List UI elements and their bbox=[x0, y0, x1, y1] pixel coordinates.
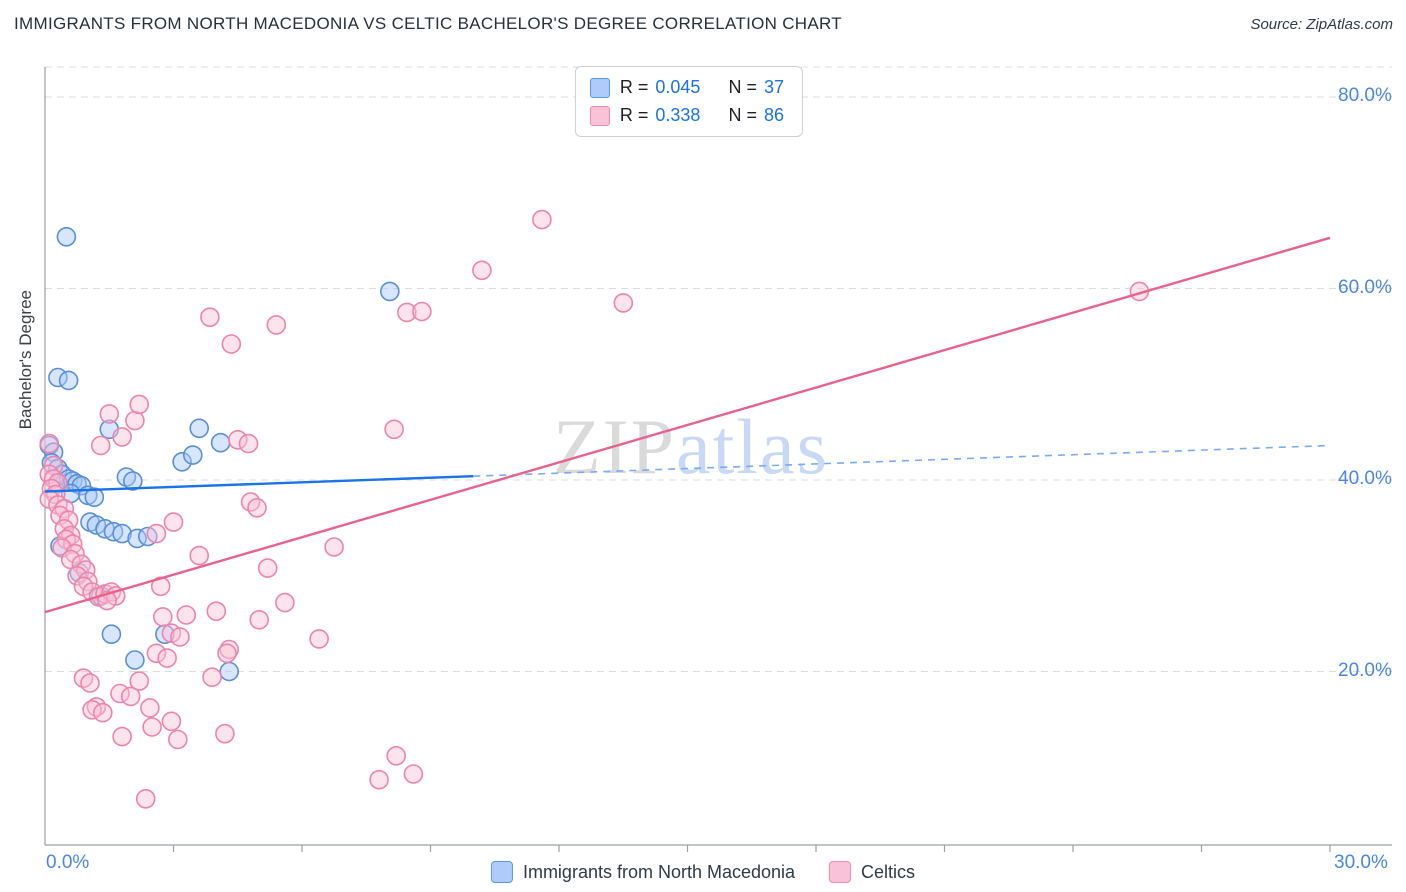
point-celtics bbox=[202, 667, 222, 688]
celtics-trend bbox=[44, 236, 1331, 614]
n-value: 37 bbox=[763, 77, 784, 97]
point-macedonia bbox=[379, 281, 400, 302]
point-macedonia bbox=[219, 661, 239, 682]
point-celtics bbox=[369, 769, 389, 790]
y-tick-label-20: 20.0% bbox=[1338, 660, 1392, 681]
point-celtics bbox=[135, 788, 156, 809]
chart-title: IMMIGRANTS FROM NORTH MACEDONIA VS CELTI… bbox=[14, 14, 842, 33]
point-celtics bbox=[39, 433, 60, 454]
point-celtics bbox=[228, 429, 248, 450]
x-tick-label-max: 30.0% bbox=[1334, 852, 1388, 873]
point-macedonia bbox=[183, 445, 203, 465]
point-celtics bbox=[384, 419, 404, 440]
point-celtics bbox=[309, 629, 329, 649]
point-macedonia bbox=[56, 227, 77, 247]
y-axis-label: Bachelor's Degree bbox=[16, 290, 35, 430]
point-celtics bbox=[163, 512, 184, 532]
point-celtics bbox=[90, 435, 111, 456]
point-macedonia bbox=[210, 432, 231, 453]
point-celtics bbox=[125, 410, 145, 431]
n-label: N = bbox=[728, 105, 757, 125]
point-celtics bbox=[189, 545, 209, 566]
point-celtics bbox=[472, 260, 492, 281]
point-celtics bbox=[80, 673, 100, 693]
point-macedonia bbox=[101, 624, 122, 645]
point-celtics bbox=[99, 404, 120, 424]
y-tick-label-60: 60.0% bbox=[1338, 277, 1392, 298]
pink-series-swatch bbox=[829, 861, 852, 883]
watermark: ZIPatlas bbox=[553, 402, 829, 492]
point-celtics bbox=[200, 307, 220, 328]
point-celtics bbox=[146, 523, 167, 544]
r-value: 0.338 bbox=[655, 105, 701, 125]
point-celtics bbox=[532, 209, 552, 230]
point-celtics bbox=[206, 601, 227, 622]
bottom-legend-label-macedonia: Immigrants from North Macedonia bbox=[522, 861, 796, 882]
y-tick-label-40: 40.0% bbox=[1338, 468, 1392, 489]
x-tick-label-min: 0.0% bbox=[46, 852, 90, 873]
point-celtics bbox=[386, 745, 407, 766]
point-celtics bbox=[266, 315, 287, 335]
source-attribution[interactable]: Source: ZipAtlas.com bbox=[1250, 16, 1393, 33]
macedonia-trend-solid bbox=[44, 475, 474, 493]
r-value: 0.045 bbox=[655, 77, 701, 97]
point-celtics bbox=[613, 293, 634, 313]
point-celtics bbox=[275, 592, 295, 613]
point-celtics bbox=[112, 427, 132, 447]
point-celtics bbox=[247, 497, 267, 518]
point-celtics bbox=[142, 717, 162, 737]
r-label: R = bbox=[619, 77, 649, 97]
point-celtics bbox=[403, 764, 424, 784]
point-macedonia bbox=[58, 370, 79, 391]
point-celtics bbox=[217, 643, 237, 664]
blue-series-swatch bbox=[589, 77, 610, 98]
point-celtics bbox=[140, 698, 160, 718]
point-celtics bbox=[146, 643, 167, 664]
y-tick-label-80: 80.0% bbox=[1338, 85, 1392, 106]
point-celtics bbox=[129, 394, 149, 415]
point-macedonia bbox=[172, 451, 192, 472]
point-celtics bbox=[221, 334, 242, 354]
point-celtics bbox=[249, 609, 270, 630]
point-macedonia bbox=[123, 471, 143, 491]
point-celtics bbox=[215, 723, 235, 744]
point-celtics bbox=[93, 702, 113, 723]
point-celtics bbox=[112, 726, 132, 747]
point-celtics bbox=[153, 607, 173, 627]
point-celtics bbox=[397, 302, 417, 323]
point-macedonia bbox=[112, 523, 132, 544]
point-celtics bbox=[170, 627, 190, 647]
legend-row-celtics: R = 0.338 N = 86 bbox=[589, 105, 784, 126]
point-celtics bbox=[67, 565, 87, 586]
watermark-atlas: atlas bbox=[676, 403, 829, 490]
bottom-legend-label-celtics: Celtics bbox=[861, 861, 916, 882]
n-value: 86 bbox=[763, 105, 784, 125]
pink-series-swatch bbox=[589, 105, 610, 126]
point-macedonia bbox=[84, 487, 105, 508]
point-celtics bbox=[168, 729, 188, 750]
blue-series-swatch bbox=[490, 861, 513, 883]
point-celtics bbox=[257, 558, 278, 578]
point-celtics bbox=[238, 433, 259, 454]
point-celtics bbox=[412, 301, 432, 322]
legend-row-macedonia: R = 0.045 N = 37 bbox=[589, 77, 784, 98]
r-label: R = bbox=[619, 105, 649, 125]
bottom-legend: Immigrants from North Macedonia Celtics bbox=[490, 861, 916, 883]
point-celtics bbox=[120, 686, 141, 707]
point-celtics bbox=[161, 711, 182, 732]
point-celtics bbox=[324, 537, 344, 557]
point-celtics bbox=[129, 671, 149, 691]
n-label: N = bbox=[728, 77, 757, 97]
legend-box: R = 0.045 N = 37 R = 0.338 N = 86 bbox=[574, 66, 803, 137]
point-macedonia bbox=[125, 650, 145, 670]
point-celtics bbox=[157, 648, 177, 668]
point-macedonia bbox=[189, 418, 209, 439]
point-celtics bbox=[176, 605, 197, 625]
